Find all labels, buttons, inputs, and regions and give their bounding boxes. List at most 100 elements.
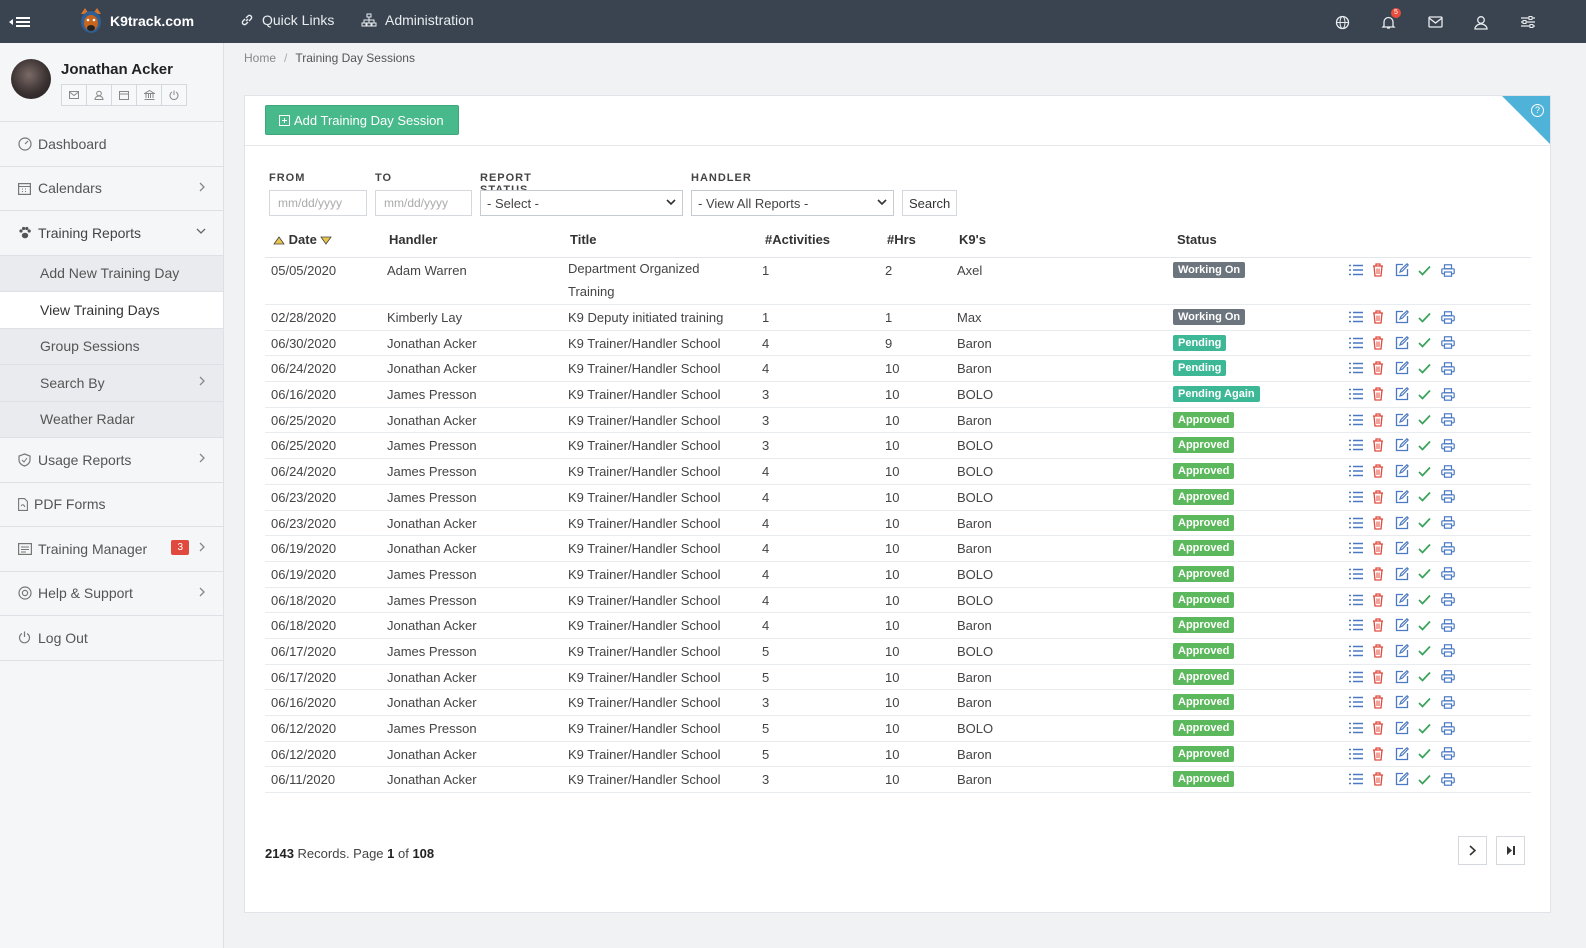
edit-button[interactable] [1395,464,1418,478]
view-details-button[interactable] [1349,310,1372,324]
view-details-button[interactable] [1349,336,1372,350]
view-details-button[interactable] [1349,567,1372,581]
sidebar-item-calendars[interactable]: Calendars [0,167,223,211]
approve-button[interactable] [1418,516,1441,530]
delete-button[interactable] [1372,669,1395,684]
delete-button[interactable] [1372,695,1395,709]
user-mail-button[interactable] [61,84,87,106]
table-row[interactable]: 06/24/2020 James Presson K9 Trainer/Handle… [265,459,1531,485]
approve-button[interactable] [1418,618,1441,632]
add-training-day-session-button[interactable]: Add Training Day Session [265,105,459,135]
report-status-select[interactable]: - Select - [480,190,683,216]
edit-button[interactable] [1395,310,1418,324]
approve-button[interactable] [1418,541,1441,555]
column-handler[interactable]: Handler [389,232,438,247]
sidebar-item-pdf-forms[interactable]: PDF Forms [0,483,223,527]
user-power-button[interactable] [161,84,187,106]
approve-button[interactable] [1418,438,1441,452]
avatar[interactable] [11,59,51,99]
print-button[interactable] [1441,361,1464,375]
question-icon[interactable]: ? [1531,104,1544,117]
edit-button[interactable] [1395,772,1418,786]
edit-button[interactable] [1395,387,1418,401]
delete-button[interactable] [1372,413,1395,427]
view-details-button[interactable] [1349,670,1372,684]
approve-button[interactable] [1418,490,1441,504]
print-button[interactable] [1441,387,1464,401]
delete-button[interactable] [1372,567,1395,581]
view-details-button[interactable] [1349,593,1372,607]
table-row[interactable]: 06/12/2020 Jonathan Acker K9 Trainer/Handl… [265,742,1531,768]
table-row[interactable]: 06/19/2020 Jonathan Acker K9 Trainer/Handl… [265,536,1531,562]
delete-button[interactable] [1372,592,1395,607]
delete-button[interactable] [1372,438,1395,453]
view-details-button[interactable] [1349,387,1372,401]
edit-button[interactable] [1395,592,1418,607]
edit-button[interactable] [1395,489,1418,504]
view-details-button[interactable] [1349,772,1372,786]
column-k9s[interactable]: K9's [959,232,986,247]
delete-button[interactable] [1372,263,1395,277]
edit-button[interactable] [1395,438,1418,452]
approve-button[interactable] [1418,263,1441,277]
column-hrs[interactable]: #Hrs [887,232,916,247]
view-details-button[interactable] [1349,490,1372,504]
profile-button[interactable] [1470,11,1492,33]
sidebar-item-add-new-training-day[interactable]: Add New Training Day [0,256,223,292]
edit-button[interactable] [1395,412,1418,427]
search-button[interactable]: Search [902,190,958,216]
sidebar-item-view-training-days[interactable]: View Training Days [0,292,223,329]
help-corner[interactable] [1502,96,1550,144]
column-date[interactable]: Date [273,232,333,247]
print-button[interactable] [1441,670,1464,684]
print-button[interactable] [1441,695,1464,709]
table-row[interactable]: 02/28/2020 Kimberly Lay K9 Deputy initiate… [265,305,1531,331]
print-button[interactable] [1441,772,1464,786]
view-details-button[interactable] [1349,438,1372,452]
user-building-button[interactable] [136,84,162,106]
view-details-button[interactable] [1349,541,1372,555]
delete-button[interactable] [1372,361,1395,376]
table-row[interactable]: 06/17/2020 James Presson K9 Trainer/Handle… [265,639,1531,665]
breadcrumb-home[interactable]: Home [244,51,277,65]
sidebar-item-training-manager[interactable]: Training Manager 3 [0,527,223,572]
table-row[interactable]: 06/23/2020 Jonathan Acker K9 Trainer/Handl… [265,511,1531,537]
print-button[interactable] [1441,541,1464,555]
edit-button[interactable] [1395,721,1418,735]
view-details-button[interactable] [1349,747,1372,761]
table-row[interactable]: 05/05/2020 Adam Warren Department Organize… [265,258,1531,305]
approve-button[interactable] [1418,593,1441,607]
print-button[interactable] [1441,567,1464,581]
next-page-button[interactable] [1458,836,1487,865]
approve-button[interactable] [1418,336,1441,350]
brand[interactable]: K9track.com [78,6,194,36]
print-button[interactable] [1441,336,1464,350]
view-details-button[interactable] [1349,618,1372,632]
from-date-input[interactable]: mm/dd/yyyy [269,190,367,216]
print-button[interactable] [1441,644,1464,658]
approve-button[interactable] [1418,464,1441,478]
menu-toggle-button[interactable] [0,0,40,43]
table-row[interactable]: 06/25/2020 James Presson K9 Trainer/Handle… [265,433,1531,460]
edit-button[interactable] [1395,541,1418,555]
table-row[interactable]: 06/17/2020 Jonathan Acker K9 Trainer/Handl… [265,665,1531,691]
sidebar-item-dashboard[interactable]: Dashboard [0,122,223,167]
delete-button[interactable] [1372,747,1395,761]
view-details-button[interactable] [1349,263,1372,277]
table-row[interactable]: 06/30/2020 Jonathan Acker K9 Trainer/Handl… [265,331,1531,357]
table-row[interactable]: 06/18/2020 Jonathan Acker K9 Trainer/Handl… [265,613,1531,639]
delete-button[interactable] [1372,644,1395,658]
notifications-button[interactable]: 5 [1377,8,1401,33]
sidebar-item-weather-radar[interactable]: Weather Radar [0,402,223,438]
approve-button[interactable] [1418,670,1441,684]
settings-button[interactable] [1517,11,1539,33]
table-row[interactable]: 06/12/2020 James Presson K9 Trainer/Handle… [265,716,1531,742]
view-details-button[interactable] [1349,361,1372,375]
edit-button[interactable] [1395,263,1418,277]
sidebar-item-group-sessions[interactable]: Group Sessions [0,329,223,365]
sidebar-item-training-reports[interactable]: Training Reports [0,211,223,256]
approve-button[interactable] [1418,695,1441,709]
delete-button[interactable] [1372,490,1395,504]
table-row[interactable]: 06/16/2020 Jonathan Acker K9 Trainer/Handl… [265,690,1531,716]
approve-button[interactable] [1418,567,1441,581]
